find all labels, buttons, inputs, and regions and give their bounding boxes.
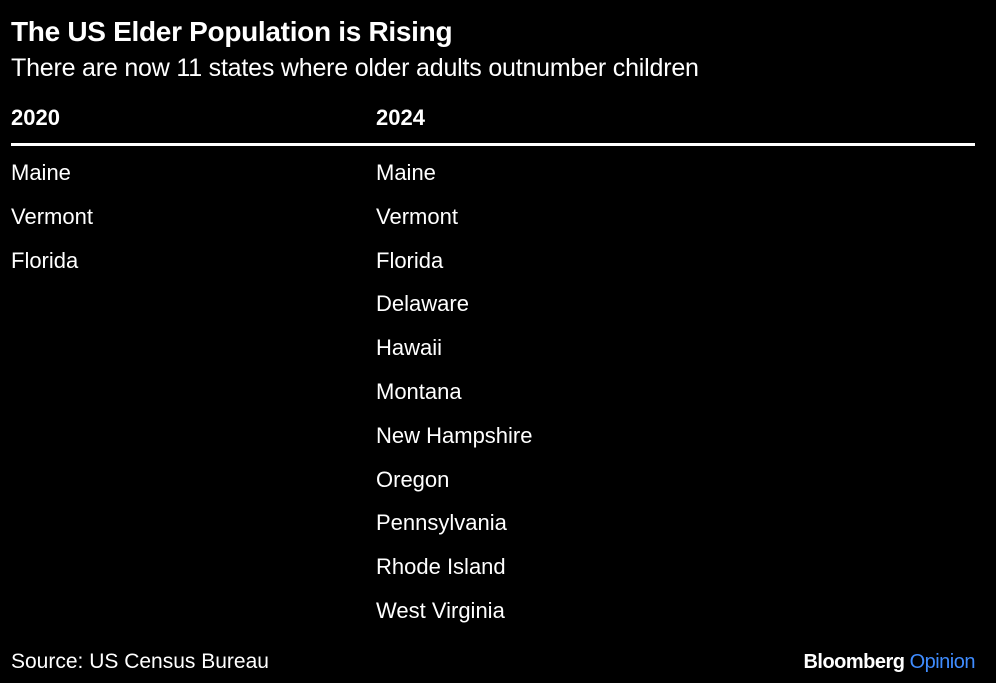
table-header: 2020 2024 — [11, 103, 975, 146]
brand-logo: Bloomberg Opinion — [803, 648, 975, 676]
table-body: Maine Vermont Florida Maine Vermont Florida D… — [11, 146, 975, 623]
table-cell: Hawaii — [376, 335, 443, 361]
chart-title: The US Elder Population is Rising — [11, 16, 453, 47]
table-cell: Pennsylvania — [376, 510, 507, 536]
table-cell: Vermont — [376, 203, 458, 229]
brand-bloomberg: Bloomberg — [803, 651, 905, 673]
table-cell: Maine — [376, 160, 436, 185]
table-cell: Oregon — [376, 466, 450, 492]
table-cell: Maine — [11, 160, 71, 185]
table-cell: Montana — [376, 378, 462, 404]
table-cell: Florida — [376, 247, 444, 273]
table-cell: Rhode Island — [376, 554, 506, 580]
table-cell: West Virginia — [376, 597, 505, 623]
brand-opinion: Opinion — [909, 651, 976, 673]
table-cell: New Hampshire — [376, 422, 533, 448]
table-cell: Vermont — [11, 203, 93, 229]
states-table: 2020 2024 Maine Vermont Florida Maine Vermo… — [11, 103, 975, 623]
chart-subtitle: There are now 11 states where older adul… — [11, 54, 699, 82]
column-header-2024: 2024 — [376, 105, 425, 130]
column-2024: Maine Vermont Florida Delaware Hawaii Montana… — [376, 151, 533, 633]
table-cell: Delaware — [376, 291, 469, 317]
table-cell: Florida — [11, 247, 79, 273]
source-note: Source: US Census Bureau — [11, 650, 269, 673]
column-header-2020: 2020 — [11, 105, 60, 130]
column-2020: Maine Vermont Florida — [11, 151, 93, 282]
